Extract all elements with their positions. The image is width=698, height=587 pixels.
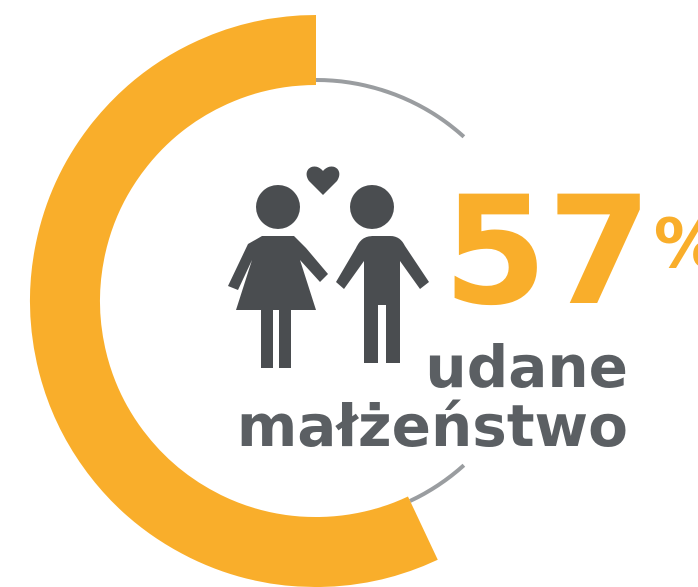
track	[315, 78, 466, 139]
ring	[30, 15, 466, 587]
value-number: 57	[443, 165, 652, 339]
heart	[306, 166, 340, 195]
track	[409, 463, 466, 503]
girl-body	[228, 236, 328, 368]
couple-icon	[228, 166, 429, 368]
value-unit: %	[654, 205, 698, 284]
value-arc	[30, 15, 438, 587]
caption-line: udane	[425, 333, 628, 401]
value-label: 57%	[443, 165, 698, 339]
girl-head	[256, 185, 300, 229]
caption-line: małżeństwo	[237, 392, 628, 460]
boy-head	[350, 185, 394, 229]
boy-body	[336, 236, 429, 363]
